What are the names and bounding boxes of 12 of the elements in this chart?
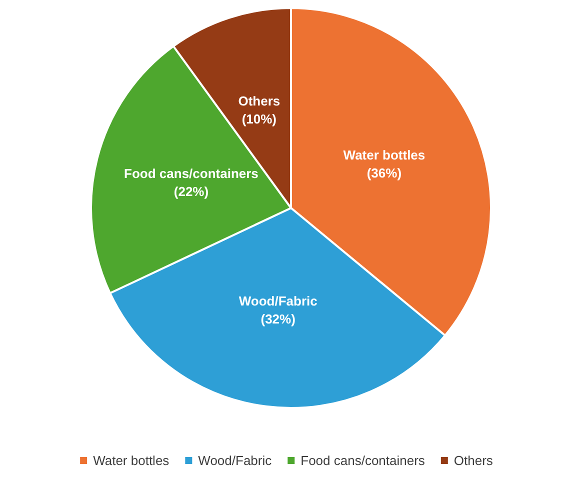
legend-label: Water bottles (93, 453, 170, 468)
data-label: (32%) (260, 312, 296, 327)
data-label: (10%) (242, 112, 277, 127)
slice-label: Wood/Fabric (238, 294, 318, 309)
data-label: (22%) (174, 184, 209, 199)
slice-label: Water bottles (343, 148, 426, 163)
legend-label: Wood/Fabric (198, 453, 272, 468)
slice-label: Others (238, 94, 280, 109)
legend-label: Food cans/containers (300, 453, 426, 468)
legend-label: Others (454, 453, 494, 468)
slice-label: Food cans/containers (124, 166, 258, 181)
data-label: (36%) (366, 166, 402, 181)
